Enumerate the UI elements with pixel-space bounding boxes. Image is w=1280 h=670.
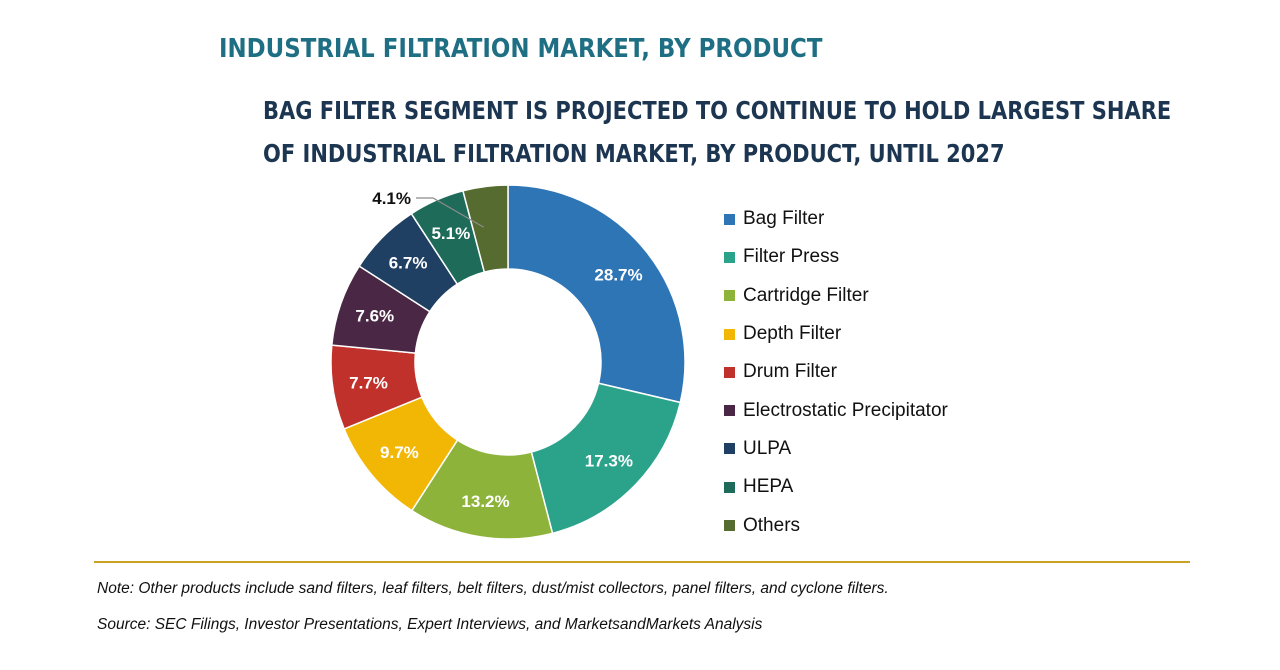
legend-item-others: Others [724, 506, 948, 544]
data-label-electrostatic-precipitator: 7.6% [355, 307, 394, 326]
legend-item-hepa: HEPA [724, 468, 948, 506]
slice-bag-filter [507, 184, 686, 404]
legend-swatch [724, 328, 735, 340]
footer-divider [94, 561, 1190, 563]
legend-swatch [724, 405, 735, 417]
legend-label: Depth Filter [743, 323, 842, 345]
legend-label: Drum Filter [743, 361, 837, 383]
legend-item-depth-filter: Depth Filter [724, 315, 948, 353]
legend-label: ULPA [743, 437, 792, 459]
slice-others [462, 184, 509, 273]
data-label-cartridge-filter: 13.2% [461, 492, 509, 511]
chart-legend: Bag Filter Filter Press Cartridge Filter De… [724, 200, 948, 545]
data-label-filter-press: 17.3% [585, 452, 633, 471]
legend-swatch [724, 443, 735, 455]
legend-swatch [724, 213, 735, 225]
legend-item-bag-filter: Bag Filter [724, 200, 948, 238]
legend-item-ulpa: ULPA [724, 430, 948, 468]
footer-source: Source: SEC Filings, Investor Presentati… [97, 616, 763, 633]
donut-chart: 28.7% 17.3% 13.2% 9.7% 7.7% 7.6% 6.7%5.1% 4.1% [330, 184, 686, 540]
legend-label: HEPA [743, 476, 794, 498]
data-label-others: 4.1% [372, 189, 411, 208]
data-label-ulpa: 6.7% [389, 254, 428, 273]
data-label-bag-filter: 28.7% [594, 265, 642, 284]
data-label-drum-filter: 7.7% [349, 374, 388, 393]
legend-swatch [724, 251, 735, 263]
slice-filter-press [530, 382, 682, 535]
legend-item-drum-filter: Drum Filter [724, 353, 948, 391]
legend-label: Filter Press [743, 246, 840, 268]
legend-item-electrostatic-precipitator: Electrostatic Precipitator [724, 391, 948, 429]
leader-line-others [416, 197, 484, 228]
legend-label: Bag Filter [743, 208, 825, 230]
legend-label: Electrostatic Precipitator [743, 399, 948, 421]
legend-item-filter-press: Filter Press [724, 238, 948, 276]
footer-note: Note: Other products include sand filter… [97, 580, 889, 597]
legend-label: Cartridge Filter [743, 284, 869, 306]
subtitle-line-2: OF INDUSTRIAL FILTRATION MARKET, BY PROD… [263, 139, 1005, 168]
data-label-hepa: 5.1% [431, 224, 470, 243]
chart-subtitle: BAG FILTER SEGMENT IS PROJECTED TO CONTI… [263, 89, 1172, 175]
subtitle-line-1: BAG FILTER SEGMENT IS PROJECTED TO CONTI… [263, 96, 1172, 125]
legend-swatch [724, 520, 735, 532]
legend-label: Others [743, 514, 801, 536]
data-label-depth-filter: 9.7% [380, 443, 419, 462]
legend-item-cartridge-filter: Cartridge Filter [724, 277, 948, 315]
legend-swatch [724, 481, 735, 493]
legend-swatch [724, 366, 735, 378]
chart-title: INDUSTRIAL FILTRATION MARKET, BY PRODUCT [219, 34, 823, 64]
legend-swatch [724, 290, 735, 302]
